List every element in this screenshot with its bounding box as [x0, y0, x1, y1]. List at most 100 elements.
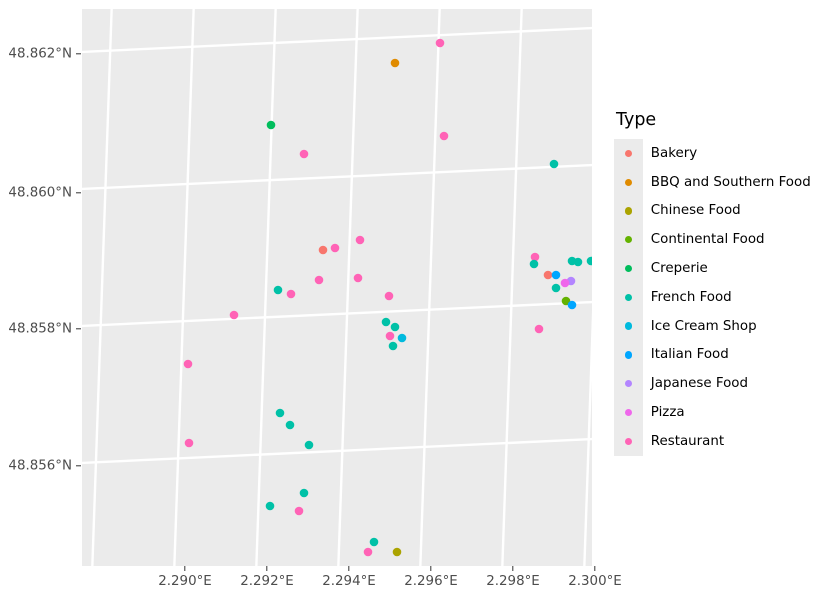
legend-item-label: Restaurant [650, 433, 725, 449]
legend-items: Bakery BBQ and Southern Food Chinese Food C… [614, 139, 834, 456]
data-point [229, 310, 239, 320]
y-tick-label: 48.862°N [8, 46, 72, 62]
legend-key-swatch [614, 398, 643, 427]
y-tick-mark [76, 53, 81, 55]
legend-key-swatch [614, 282, 643, 312]
graticule-gridlines [82, 9, 592, 566]
x-tick-label: 2.298°E [486, 574, 540, 589]
legend-point-icon [624, 437, 633, 446]
data-point [529, 259, 539, 269]
y-tick-mark [76, 328, 81, 330]
legend-item[interactable]: Creperie [614, 254, 834, 283]
legend-item[interactable]: Italian Food [614, 340, 834, 370]
legend-item[interactable]: Pizza [614, 398, 834, 427]
data-point [534, 324, 544, 334]
data-point [549, 159, 559, 169]
y-tick-mark [76, 192, 81, 194]
data-point [530, 252, 540, 262]
legend-item[interactable]: Japanese Food [614, 369, 834, 399]
x-tick-mark [266, 566, 268, 571]
gridline-horizontal [82, 163, 592, 191]
data-point [439, 131, 449, 141]
data-point [390, 58, 400, 68]
data-point [314, 275, 324, 285]
gridline-vertical [173, 9, 195, 566]
legend-point-icon [624, 178, 633, 186]
legend-key-swatch [614, 167, 643, 197]
data-point [551, 283, 561, 293]
legend-item-label: Bakery [650, 145, 698, 161]
legend-item[interactable]: Chinese Food [614, 196, 834, 226]
data-point [573, 257, 583, 267]
x-tick-label: 2.292°E [240, 574, 294, 589]
data-point [560, 278, 570, 288]
data-point [275, 408, 285, 418]
data-point [551, 270, 561, 280]
plot-panel [82, 9, 592, 566]
legend-item-label: Pizza [650, 405, 685, 421]
data-point [304, 440, 314, 450]
legend: Type Bakery BBQ and Southern Food Chinese … [614, 110, 834, 456]
legend-item-label: Continental Food [650, 232, 765, 248]
legend-item[interactable]: Ice Cream Shop [614, 311, 834, 341]
x-tick-mark [512, 566, 514, 571]
legend-key-swatch [614, 225, 643, 255]
legend-item[interactable]: Bakery [614, 139, 834, 168]
legend-item-label: BBQ and Southern Food [650, 174, 811, 190]
legend-item-label: Chinese Food [650, 203, 741, 219]
legend-key-swatch [614, 369, 643, 399]
legend-item[interactable]: French Food [614, 282, 834, 312]
legend-point-icon [624, 380, 633, 388]
legend-point-icon [624, 322, 633, 330]
data-point [330, 243, 340, 253]
data-point [266, 120, 276, 130]
data-point [353, 273, 363, 283]
legend-item[interactable]: BBQ and Southern Food [614, 167, 834, 197]
x-tick-mark [430, 566, 432, 571]
data-point [299, 488, 309, 498]
data-point [355, 235, 365, 245]
data-points-layer [183, 38, 592, 557]
gridline-vertical [583, 310, 592, 566]
data-point [183, 359, 193, 369]
data-point [285, 420, 295, 430]
legend-key-swatch [614, 139, 643, 168]
legend-point-icon [624, 207, 633, 215]
data-point [385, 331, 395, 341]
y-tick-label: 48.856°N [8, 458, 72, 474]
legend-item-label: Japanese Food [650, 376, 748, 392]
data-point [369, 537, 379, 547]
data-point [397, 333, 407, 343]
plot-panel-wrapper [82, 9, 592, 566]
legend-title: Type [616, 110, 657, 130]
legend-item[interactable]: Continental Food [614, 225, 834, 255]
gridline-vertical [91, 9, 113, 566]
gridline-vertical [501, 9, 523, 566]
data-point [586, 256, 592, 266]
legend-item-label: Creperie [650, 261, 708, 277]
legend-key-swatch [614, 311, 643, 341]
legend-point-icon [624, 293, 633, 302]
legend-item[interactable]: Restaurant [614, 426, 834, 456]
legend-key-swatch [614, 196, 643, 226]
data-point [286, 289, 296, 299]
data-point [543, 270, 553, 280]
data-point [384, 291, 394, 301]
gridline-vertical [255, 9, 277, 566]
x-tick-label: 2.300°E [568, 574, 622, 589]
legend-point-icon [624, 236, 633, 244]
gridline-horizontal [82, 300, 592, 328]
legend-point-icon [624, 408, 633, 417]
x-tick-mark [594, 566, 596, 571]
legend-point-icon [624, 351, 633, 359]
legend-item-label: Ice Cream Shop [650, 318, 757, 334]
legend-item-label: Italian Food [650, 347, 729, 363]
data-point [363, 547, 373, 557]
gridline-vertical [419, 9, 441, 566]
legend-item-label: French Food [650, 289, 732, 305]
y-axis: 48.862°N 48.860°N 48.858°N 48.856°N [0, 0, 72, 600]
gridline-horizontal [82, 437, 592, 465]
data-point [390, 322, 400, 332]
legend-key-swatch [614, 254, 643, 283]
